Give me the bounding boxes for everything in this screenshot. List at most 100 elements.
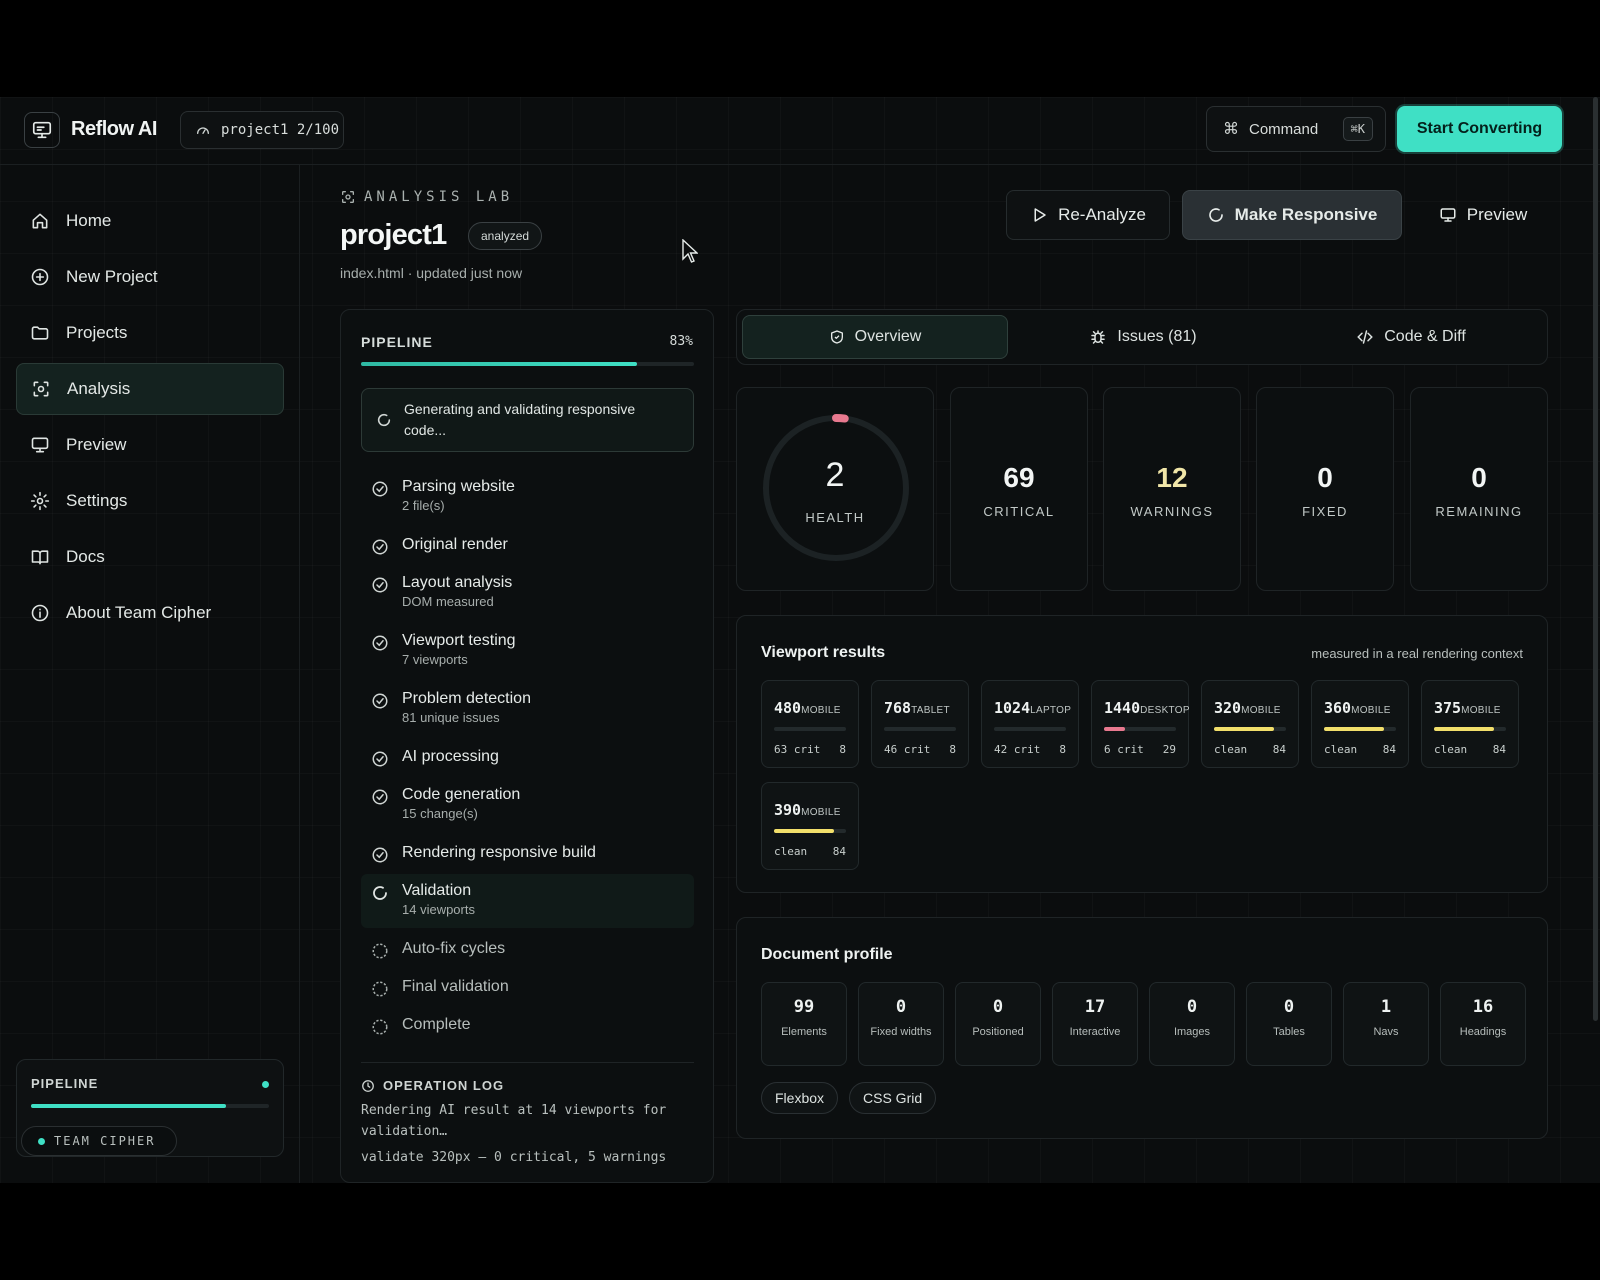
profile-stat-label: Tables — [1273, 1026, 1305, 1038]
sidebar-item-analysis[interactable]: Analysis — [16, 363, 284, 415]
sidebar-item-label: Settings — [66, 491, 128, 510]
bug-icon — [1091, 330, 1106, 344]
pipeline-step: Rendering responsive build — [361, 844, 694, 864]
sidebar-item-label: Analysis — [67, 379, 131, 398]
pending-circle-icon — [372, 1019, 388, 1035]
sidebar-item-preview[interactable]: Preview — [16, 419, 284, 471]
sidebar-item-new-project[interactable]: New Project — [16, 251, 284, 303]
viewport-score-track — [1324, 727, 1396, 731]
critical-card: 69 CRITICAL — [950, 387, 1088, 591]
tab-code-diff[interactable]: Code & Diff — [1278, 315, 1544, 359]
step-title: Original render — [402, 536, 508, 553]
check-circle-icon — [372, 847, 388, 863]
command-button[interactable]: ⌘ Command ⌘K — [1206, 106, 1386, 152]
command-shortcut: ⌘K — [1342, 117, 1373, 141]
sidebar-item-settings[interactable]: Settings — [16, 475, 284, 527]
step-title: AI processing — [402, 748, 499, 765]
spinner-icon — [1208, 208, 1223, 222]
pipeline-step: Validation 14 viewports — [361, 874, 694, 928]
profile-stat-label: Images — [1173, 1026, 1211, 1038]
viewport-card[interactable]: 1440DESKTOP 6 crit 29 — [1091, 680, 1190, 768]
profile-stat: 17 Interactive — [1052, 982, 1138, 1066]
monitor-icon — [31, 437, 49, 453]
pending-circle-icon — [372, 943, 388, 959]
sidebar-item-home[interactable]: Home — [16, 195, 284, 247]
critical-count: 69 — [1003, 462, 1035, 493]
viewport-width: 1024 — [994, 699, 1031, 717]
viewport-width: 390 — [774, 801, 802, 819]
viewport-card[interactable]: 320MOBILE clean 84 — [1201, 680, 1299, 768]
profile-stat-label: Fixed widths — [870, 1026, 932, 1038]
viewport-width: 360 — [1324, 699, 1352, 717]
document-profile-panel: Document profile 99 Elements 0 Fixed widths… — [736, 917, 1548, 1139]
viewport-width: 375 — [1434, 699, 1462, 717]
feature-tag: CSS Grid — [849, 1082, 937, 1114]
profile-stat-value: 99 — [793, 997, 815, 1017]
profile-stat-label: Positioned — [972, 1026, 1024, 1038]
health-card: 2 HEALTH — [736, 387, 934, 591]
start-converting-button[interactable]: Start Converting — [1397, 106, 1562, 152]
warnings-count: 12 — [1156, 462, 1188, 493]
profile-stat: 99 Elements — [761, 982, 847, 1066]
viewport-width: 480 — [774, 699, 802, 717]
viewport-card[interactable]: 390MOBILE clean 84 — [761, 782, 859, 870]
tab-issues[interactable]: Issues (81) — [1010, 315, 1276, 359]
preview-button[interactable]: Preview — [1418, 190, 1548, 240]
pipeline-progress-fill — [361, 362, 638, 366]
re-analyze-button[interactable]: Re-Analyze — [1006, 190, 1170, 240]
sidebar-item-label: New Project — [66, 267, 158, 286]
sidebar-item-label: Projects — [66, 323, 128, 342]
health-score: 2 — [825, 456, 845, 494]
make-responsive-button[interactable]: Make Responsive — [1182, 190, 1402, 240]
document-profile-title: Document profile — [761, 946, 893, 963]
step-title: Parsing website — [402, 478, 515, 495]
page-scrollbar[interactable] — [1593, 97, 1598, 1021]
viewport-results-note: measured in a real rendering context — [1311, 646, 1523, 661]
profile-stat-label: Interactive — [1069, 1026, 1121, 1038]
remaining-count: 0 — [1471, 462, 1487, 493]
viewport-card[interactable]: 768TABLET 46 crit 8 — [871, 680, 969, 768]
check-circle-icon — [372, 577, 388, 593]
spinner-icon — [377, 413, 391, 427]
profile-stat: 0 Images — [1149, 982, 1235, 1066]
viewport-device: LAPTOP — [1030, 705, 1072, 716]
home-icon — [32, 213, 48, 229]
viewport-score: 84 — [1492, 743, 1506, 756]
sidebar-item-projects[interactable]: Projects — [16, 307, 284, 359]
viewport-score-fill — [1324, 727, 1385, 731]
viewport-card[interactable]: 375MOBILE clean 84 — [1421, 680, 1519, 768]
project-selector[interactable]: project1 2/100 — [180, 111, 344, 149]
command-label: Command — [1249, 120, 1319, 138]
check-circle-icon — [372, 789, 388, 805]
operation-log: Rendering AI result at 14 viewports for … — [361, 1100, 694, 1173]
tab-overview[interactable]: Overview — [742, 315, 1008, 359]
project-chip-label: project1 2/100 — [221, 122, 340, 138]
sidebar-pipeline-track — [31, 1104, 269, 1108]
viewport-score-fill — [1104, 727, 1125, 731]
viewport-card[interactable]: 360MOBILE clean 84 — [1311, 680, 1409, 768]
step-title: Viewport testing — [402, 632, 516, 649]
logo[interactable] — [24, 112, 60, 148]
pipeline-step: AI processing — [361, 748, 694, 768]
viewport-card[interactable]: 1024LAPTOP 42 crit 8 — [981, 680, 1079, 768]
health-ring — [762, 414, 910, 562]
viewport-card[interactable]: 480MOBILE 63 crit 8 — [761, 680, 859, 768]
viewport-status: clean — [774, 845, 808, 858]
viewport-score: 8 — [1059, 743, 1066, 756]
sidebar-item-about-team-cipher[interactable]: About Team Cipher — [16, 587, 284, 639]
operation-log-header: OPERATION LOG — [361, 1078, 504, 1093]
gear-icon — [30, 491, 50, 511]
team-label: TEAM CIPHER — [54, 1134, 156, 1148]
viewport-score-track — [1434, 727, 1506, 731]
profile-stat-label: Elements — [781, 1026, 827, 1038]
page-title: project1 — [340, 219, 447, 251]
viewport-score: 84 — [1382, 743, 1396, 756]
pipeline-step: Auto-fix cycles — [361, 940, 694, 960]
sidebar-item-docs[interactable]: Docs — [16, 531, 284, 583]
tab-bar: Overview Issues (81) Code & Diff — [736, 309, 1548, 365]
sidebar-item-label: Home — [66, 211, 112, 230]
status-badge: analyzed — [468, 222, 543, 250]
pipeline-step: Original render — [361, 536, 694, 556]
viewport-score: 8 — [949, 743, 956, 756]
viewport-score-track — [774, 829, 846, 833]
